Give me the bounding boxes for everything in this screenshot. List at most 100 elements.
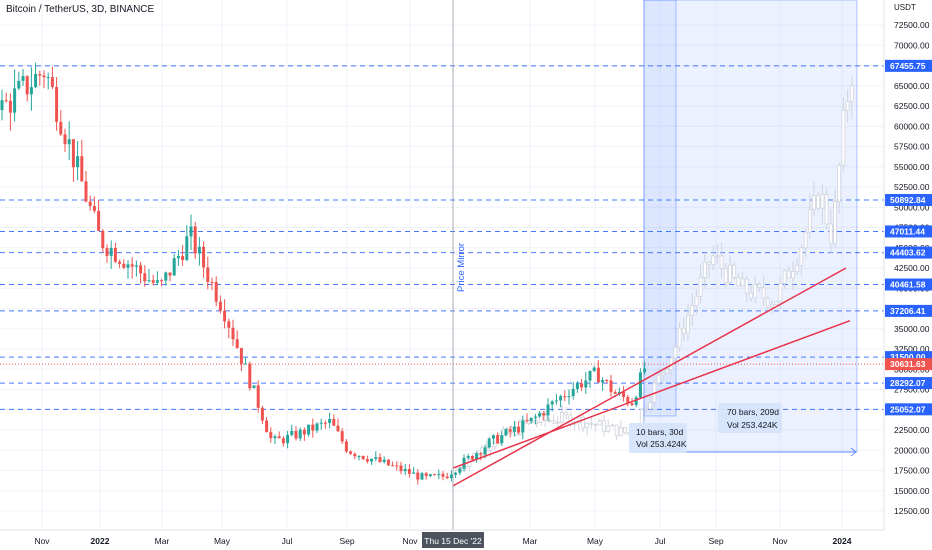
candle (660, 372, 665, 376)
candle (816, 195, 821, 209)
candle (67, 139, 71, 145)
candle (50, 77, 54, 87)
candle (420, 473, 424, 480)
candle (353, 453, 357, 457)
candle (774, 301, 779, 306)
candle (512, 426, 516, 432)
candle (357, 455, 361, 457)
candle (491, 435, 495, 439)
price-axis[interactable]: USDT 12500.00 15000.00 17500.00 20000.00 2250… (883, 0, 932, 530)
candle (235, 339, 239, 348)
candle (248, 363, 252, 389)
candle (311, 424, 315, 431)
candle (673, 346, 678, 359)
candle (643, 368, 647, 373)
time-tick-label: May (214, 536, 231, 546)
candle (344, 441, 348, 452)
candle (487, 438, 491, 448)
candle (677, 327, 682, 348)
candle (8, 100, 12, 113)
candle (227, 321, 231, 328)
price-candles (0, 62, 647, 485)
candle (281, 438, 285, 444)
candle (602, 420, 606, 432)
level-badge-label: 67455.75 (890, 61, 926, 71)
candle (113, 247, 117, 262)
candle (160, 280, 164, 282)
candle (694, 295, 699, 307)
candle (634, 397, 638, 405)
candle (849, 85, 854, 102)
candle (749, 292, 753, 299)
candle (185, 236, 189, 261)
candle (277, 436, 281, 439)
candle (542, 413, 546, 416)
price-tick-label: 22500.00 (894, 425, 930, 435)
horizontal-levels (0, 65, 884, 410)
price-tick-label: 65000.00 (894, 81, 930, 91)
candle (744, 278, 749, 294)
candle (837, 164, 842, 202)
candle (139, 265, 143, 274)
candle (244, 363, 248, 365)
candle (555, 421, 560, 424)
candle (46, 77, 50, 79)
candle (812, 195, 816, 210)
level-badge-label: 50892.84 (890, 195, 926, 205)
candle (403, 469, 407, 472)
candle (395, 465, 399, 467)
time-tick-label: May (587, 536, 604, 546)
candle (374, 457, 378, 459)
candle (382, 459, 386, 463)
measure-arrow-head (850, 447, 857, 457)
candle (841, 109, 846, 166)
candle (593, 423, 598, 426)
candle (824, 193, 829, 225)
candle (614, 424, 619, 437)
measurement-labels: 10 bars, 30d Vol 253.424K 70 bars, 209d Vol… (629, 403, 782, 453)
time-tick-label: Sep (708, 536, 723, 546)
trend-line-lower (452, 319, 851, 469)
candle (681, 327, 686, 334)
candle (496, 435, 500, 444)
candle (736, 277, 741, 287)
time-tick-label: Jul (655, 536, 666, 546)
level-badge (885, 59, 932, 72)
candle (639, 409, 644, 425)
price-tick-label: 72500.00 (894, 20, 930, 30)
candle (437, 473, 441, 475)
candle (361, 455, 365, 460)
candle (399, 465, 403, 472)
candle (273, 436, 277, 439)
candle (42, 75, 46, 78)
candle (21, 76, 25, 81)
candle (799, 247, 804, 266)
time-tick-label: Mar (155, 536, 170, 546)
time-axis[interactable]: Nov 2022 Mar May Jul Sep Nov Mar May Jul Sep Nov 202… (0, 529, 884, 548)
candle (97, 210, 101, 231)
candle (193, 226, 197, 254)
measure-bars-label: 70 bars, 209d (727, 407, 779, 417)
crosshair: Price Mirror (452, 0, 467, 530)
candle (391, 465, 395, 467)
candle (197, 246, 201, 254)
candle (260, 407, 264, 421)
candle (181, 256, 185, 261)
price-tick-label: 52500.00 (894, 182, 930, 192)
candle (559, 396, 563, 401)
time-tick-label: Nov (402, 536, 418, 546)
candle (286, 434, 290, 444)
candle (492, 443, 497, 447)
candle (147, 280, 151, 282)
candle (728, 264, 732, 283)
candle (475, 453, 479, 460)
candle (298, 429, 302, 439)
candle (332, 418, 336, 426)
candle (630, 403, 634, 405)
price-tick-label: 15000.00 (894, 486, 930, 496)
candle (622, 391, 626, 398)
candle (252, 385, 256, 389)
level-badge-label: 37206.41 (890, 306, 926, 316)
